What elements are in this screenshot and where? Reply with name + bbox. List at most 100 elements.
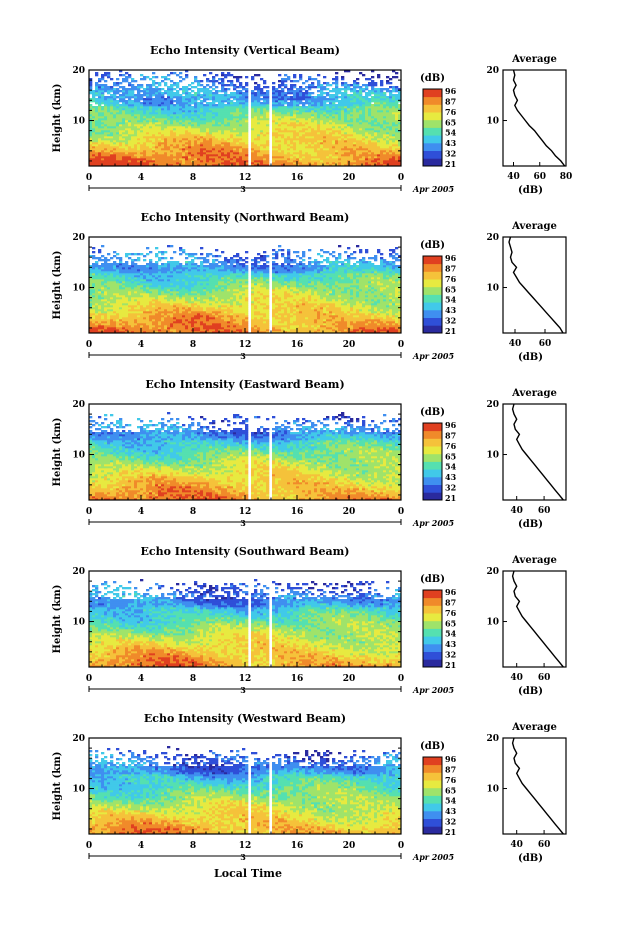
heatmap-cell [224, 116, 227, 118]
heatmap-cell [137, 86, 140, 88]
heatmap-cell [332, 156, 335, 158]
heatmap-cell [293, 106, 296, 108]
heatmap-cell [371, 88, 374, 90]
heatmap-cell [188, 98, 191, 100]
heatmap-cell [305, 162, 308, 164]
panel-0: Echo Intensity (Vertical Beam)Height (km… [52, 44, 572, 196]
heatmap-cell [212, 100, 215, 102]
heatmap-cell [230, 110, 233, 112]
heatmap-cell [215, 114, 218, 116]
heatmap-cell [167, 100, 170, 102]
heatmap-cell [275, 112, 278, 114]
heatmap-cell [368, 82, 371, 84]
heatmap-cell [275, 98, 278, 100]
heatmap-cell [227, 154, 230, 156]
heatmap-cell [257, 110, 260, 112]
heatmap-cell [173, 126, 176, 128]
heatmap-cell [332, 120, 335, 122]
heatmap-cell [134, 100, 137, 102]
heatmap-cell [335, 104, 338, 106]
heatmap-cell [155, 134, 158, 136]
heatmap-cell [158, 120, 161, 122]
heatmap-cell [320, 108, 323, 110]
heatmap-cell [344, 321, 347, 323]
heatmap-cell [293, 116, 296, 118]
heatmap-cell [323, 323, 326, 325]
heatmap-cell [362, 126, 365, 128]
heatmap-cell [194, 110, 197, 112]
heatmap-cell [233, 86, 236, 88]
heatmap-cell [203, 140, 206, 142]
heatmap-cell [98, 92, 101, 94]
heatmap-cell [149, 126, 152, 128]
heatmap-cell [251, 76, 254, 78]
heatmap-cell [158, 154, 161, 156]
heatmap-cell [188, 134, 191, 136]
heatmap-cell [320, 154, 323, 156]
heatmap-cell [281, 120, 284, 122]
heatmap-cell [293, 128, 296, 130]
heatmap-cell [290, 325, 293, 327]
heatmap-cell [113, 124, 116, 126]
heatmap-cell [230, 122, 233, 124]
heatmap-cell [353, 144, 356, 146]
heatmap-cell [185, 146, 188, 148]
heatmap-cell [377, 142, 380, 144]
heatmap-cell [260, 154, 263, 156]
heatmap-cell [215, 126, 218, 128]
heatmap-cell [344, 94, 347, 96]
heatmap-cell [182, 118, 185, 120]
heatmap-cell [125, 146, 128, 148]
heatmap-cell [182, 88, 185, 90]
heatmap-cell [320, 114, 323, 116]
heatmap-cell [203, 112, 206, 114]
heatmap-cell [251, 148, 254, 150]
heatmap-cell [227, 329, 230, 331]
heatmap-cell [116, 327, 119, 329]
heatmap-cell [215, 118, 218, 120]
heatmap-cell [341, 160, 344, 162]
heatmap-cell [197, 152, 200, 154]
heatmap-cell [251, 160, 254, 162]
heatmap-cell [110, 156, 113, 158]
heatmap-cell [104, 124, 107, 126]
heatmap-cell [395, 130, 398, 132]
heatmap-cell [296, 148, 299, 150]
heatmap-cell [368, 126, 371, 128]
heatmap-cell [368, 154, 371, 156]
heatmap-cell [194, 142, 197, 144]
heatmap-cell [392, 128, 395, 130]
heatmap-cell [347, 98, 350, 100]
heatmap-cell [242, 92, 245, 94]
heatmap-cell [224, 327, 227, 329]
heatmap-cell [221, 120, 224, 122]
heatmap-cell [311, 140, 314, 142]
heatmap-cell [197, 98, 200, 100]
heatmap-cell [125, 96, 128, 98]
heatmap-cell [209, 156, 212, 158]
heatmap-cell [179, 110, 182, 112]
heatmap-cell [353, 114, 356, 116]
heatmap-cell [221, 112, 224, 114]
heatmap-cell [116, 319, 119, 321]
heatmap-cell [284, 106, 287, 108]
heatmap-cell [152, 100, 155, 102]
heatmap-cell [278, 162, 281, 164]
heatmap-cell [134, 126, 137, 128]
heatmap-cell [170, 84, 173, 86]
heatmap-cell [314, 126, 317, 128]
heatmap-cell [164, 110, 167, 112]
heatmap-cell [311, 118, 314, 120]
heatmap-cell [197, 134, 200, 136]
heatmap-cell [389, 110, 392, 112]
heatmap-cell [332, 98, 335, 100]
heatmap-cell [170, 90, 173, 92]
heatmap-cell [236, 325, 239, 327]
heatmap-cell [236, 106, 239, 108]
heatmap-cell [332, 321, 335, 323]
heatmap-cell [92, 325, 95, 327]
heatmap-cell [284, 158, 287, 160]
heatmap-cell [320, 150, 323, 152]
heatmap-cell [176, 142, 179, 144]
heatmap-cell [134, 116, 137, 118]
